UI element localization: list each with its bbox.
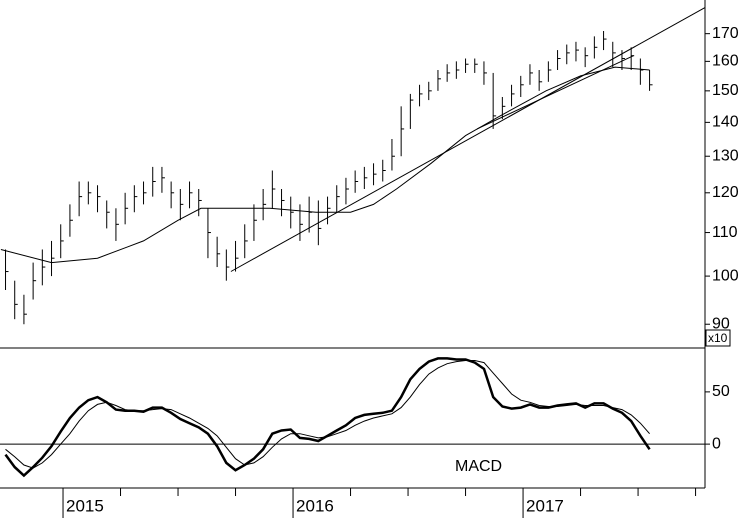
trendline xyxy=(476,55,634,130)
signal-line xyxy=(5,360,650,469)
macd-line xyxy=(4,357,651,478)
multiplier-label: x10 xyxy=(708,331,728,345)
y-tick-label: 120 xyxy=(712,184,739,201)
multiplier-box xyxy=(705,329,731,347)
trendline xyxy=(230,7,706,272)
y-tick-label: 50 xyxy=(712,383,730,400)
y-tick-label: 170 xyxy=(712,25,739,42)
indicator-label: MACD xyxy=(455,458,502,475)
moving-average xyxy=(0,66,650,264)
y-tick-label: 110 xyxy=(712,224,738,241)
y-tick-label: 100 xyxy=(712,267,739,284)
x-tick-label: 2017 xyxy=(526,496,564,515)
y-tick-label: 150 xyxy=(712,82,739,99)
y-tick-label: 90 xyxy=(712,315,730,332)
x-tick-label: 2016 xyxy=(296,496,334,515)
y-tick-label: 0 xyxy=(712,435,721,452)
y-tick-label: 140 xyxy=(712,114,739,131)
x-tick-label: 2015 xyxy=(66,496,104,515)
y-tick-label: 160 xyxy=(712,53,739,70)
y-tick-label: 130 xyxy=(712,147,739,164)
